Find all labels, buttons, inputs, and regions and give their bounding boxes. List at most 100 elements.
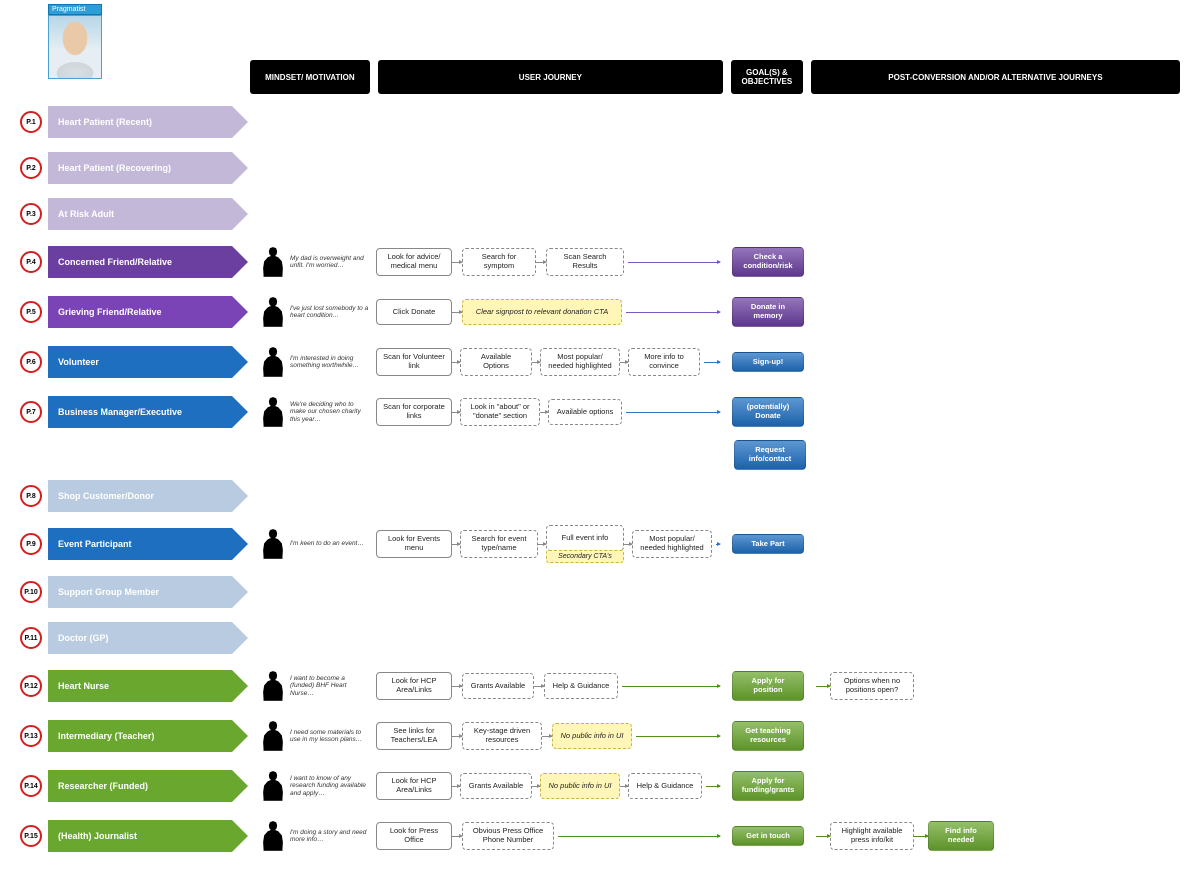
mindset-text: I'm keen to do an event… bbox=[290, 540, 364, 547]
persona-arrow: Event Participant bbox=[48, 528, 232, 560]
persona-label: Event Participant bbox=[58, 539, 132, 549]
row-p-12: P.12Heart NurseI want to become a (funde… bbox=[20, 664, 1180, 708]
row-p-3: P.3At Risk Adult bbox=[20, 194, 1180, 234]
persona-label: Business Manager/Executive bbox=[58, 407, 182, 417]
extra-goal-row: Request info/contact bbox=[20, 440, 1180, 470]
persona-arrow: Intermediary (Teacher) bbox=[48, 720, 232, 752]
silhouette-icon bbox=[260, 721, 286, 751]
connector-arrow-icon bbox=[532, 362, 540, 363]
post-step: Options when no positions open? bbox=[830, 672, 914, 699]
goal-button: Sign-up! bbox=[732, 352, 804, 373]
connector-arrow-icon bbox=[538, 544, 546, 545]
journey-step: Most popular/ needed highlighted bbox=[540, 348, 620, 375]
persona-photo bbox=[48, 15, 102, 79]
row-p-4: P.4Concerned Friend/RelativeMy dad is ov… bbox=[20, 240, 1180, 284]
journey-step: Search for symptom bbox=[462, 248, 536, 275]
journey-step: Click Donate bbox=[376, 299, 452, 325]
mindset-block: I want to become a (funded) BHF Heart Nu… bbox=[260, 671, 370, 701]
col-goals: GOAL(S) & OBJECTIVES bbox=[731, 60, 803, 94]
journey-note: Clear signpost to relevant donation CTA bbox=[462, 299, 622, 325]
journey-step: Look for Events menu bbox=[376, 530, 452, 557]
journey-steps: Scan for Volunteer linkAvailable Options… bbox=[376, 348, 722, 375]
goal-button: Apply for position bbox=[732, 671, 804, 700]
persona-label: Concerned Friend/Relative bbox=[58, 257, 172, 267]
mindset-text: We're deciding who to make our chosen ch… bbox=[290, 401, 370, 423]
connector-arrow-icon bbox=[914, 836, 928, 837]
connector-arrow-icon bbox=[534, 686, 544, 687]
row-p-1: P.1 Heart Patient (Recent) bbox=[20, 102, 1180, 142]
journey-step: More info to convince bbox=[628, 348, 700, 375]
connector-arrow-icon bbox=[542, 736, 552, 737]
journey-note: No public info in UI bbox=[552, 723, 632, 749]
journey-step: Look for HCP Area/Links bbox=[376, 772, 452, 799]
goal-button: Request info/contact bbox=[734, 440, 806, 469]
persona-arrow: Heart Nurse bbox=[48, 670, 232, 702]
goal-block: Sign-up! bbox=[732, 352, 804, 373]
row-badge: P.2 bbox=[20, 157, 42, 179]
row-badge: P.14 bbox=[20, 775, 42, 797]
connector-arrow-icon bbox=[540, 412, 548, 413]
row-badge: P.1 bbox=[20, 111, 42, 133]
goal-button: Apply for funding/grants bbox=[732, 771, 804, 800]
row-badge: P.6 bbox=[20, 351, 42, 373]
persona-arrow: Grieving Friend/Relative bbox=[48, 296, 232, 328]
persona-arrow: Researcher (Funded) bbox=[48, 770, 232, 802]
journey-step: See links for Teachers/LEA bbox=[376, 722, 452, 749]
connector-arrow-icon bbox=[452, 362, 460, 363]
row-p-2: P.2 Heart Patient (Recovering) bbox=[20, 148, 1180, 188]
to-goal-connector-icon bbox=[636, 736, 720, 737]
journey-step: Scan for corporate links bbox=[376, 398, 452, 425]
row-p-13: P.13Intermediary (Teacher)I need some ma… bbox=[20, 714, 1180, 758]
connector-arrow-icon bbox=[536, 262, 546, 263]
persona-label: Heart Patient (Recovering) bbox=[58, 163, 171, 173]
persona-label: Grieving Friend/Relative bbox=[58, 307, 162, 317]
goal-block: Get in touch bbox=[732, 826, 804, 847]
col-post: POST-CONVERSION AND/OR ALTERNATIVE JOURN… bbox=[811, 60, 1180, 94]
post-step: Highlight available press info/kit bbox=[830, 822, 914, 849]
connector-arrow-icon bbox=[624, 544, 632, 545]
persona-arrow: Doctor (GP) bbox=[48, 622, 232, 654]
row-p-5: P.5Grieving Friend/RelativeI've just los… bbox=[20, 290, 1180, 334]
persona-tab-label: Pragmatist bbox=[48, 4, 102, 15]
connector-arrow-icon bbox=[452, 544, 460, 545]
persona-label: At Risk Adult bbox=[58, 209, 114, 219]
row-p-15: P.15 (Health) Journalist I'm doing a story… bbox=[20, 814, 1180, 858]
journey-step: Look for HCP Area/Links bbox=[376, 672, 452, 699]
journey-step: Grants Available bbox=[462, 673, 534, 699]
row-badge: P.9 bbox=[20, 533, 42, 555]
journey-steps: Look for HCP Area/Links Grants Available H… bbox=[376, 672, 722, 699]
goal-button: Get in touch bbox=[732, 826, 804, 847]
connector-arrow-icon bbox=[452, 412, 460, 413]
goal-block: (potentially) Donate bbox=[732, 397, 804, 426]
mindset-text: I want to become a (funded) BHF Heart Nu… bbox=[290, 675, 370, 697]
goal-button: (potentially) Donate bbox=[732, 397, 804, 426]
journey-step: Help & Guidance bbox=[544, 673, 618, 699]
silhouette-icon bbox=[260, 671, 286, 701]
post-goal-button: Find info needed bbox=[928, 821, 994, 850]
journey-step: Available options bbox=[548, 399, 622, 425]
persona-label: Intermediary (Teacher) bbox=[58, 731, 154, 741]
journey-steps: See links for Teachers/LEAKey-stage driv… bbox=[376, 722, 722, 749]
persona-label: Researcher (Funded) bbox=[58, 781, 148, 791]
journey-rows: P.1 Heart Patient (Recent) P.2 Heart Patien… bbox=[20, 102, 1180, 858]
journey-step: Look for advice/ medical menu bbox=[376, 248, 452, 275]
silhouette-icon bbox=[260, 247, 286, 277]
persona-label: Shop Customer/Donor bbox=[58, 491, 154, 501]
mindset-text: I'm doing a story and need more info… bbox=[290, 829, 370, 844]
to-goal-connector-icon bbox=[622, 686, 720, 687]
persona-arrow: Shop Customer/Donor bbox=[48, 480, 232, 512]
mindset-text: I want to know of any research funding a… bbox=[290, 775, 370, 797]
silhouette-icon bbox=[260, 297, 286, 327]
row-p-14: P.14 Researcher (Funded) I want to know of… bbox=[20, 764, 1180, 808]
persona-arrow: Heart Patient (Recent) bbox=[48, 106, 232, 138]
mindset-block: I'm keen to do an event… bbox=[260, 529, 370, 559]
connector-arrow-icon bbox=[620, 362, 628, 363]
to-goal-connector-icon bbox=[706, 786, 720, 787]
row-badge: P.15 bbox=[20, 825, 42, 847]
journey-steps: Scan for corporate linksLook in "about" … bbox=[376, 398, 722, 425]
to-goal-connector-icon bbox=[704, 362, 720, 363]
persona-arrow: Support Group Member bbox=[48, 576, 232, 608]
journey-steps: Click Donate Clear signpost to relevant d… bbox=[376, 299, 722, 325]
connector-arrow-icon bbox=[816, 686, 830, 687]
persona-arrow: (Health) Journalist bbox=[48, 820, 232, 852]
